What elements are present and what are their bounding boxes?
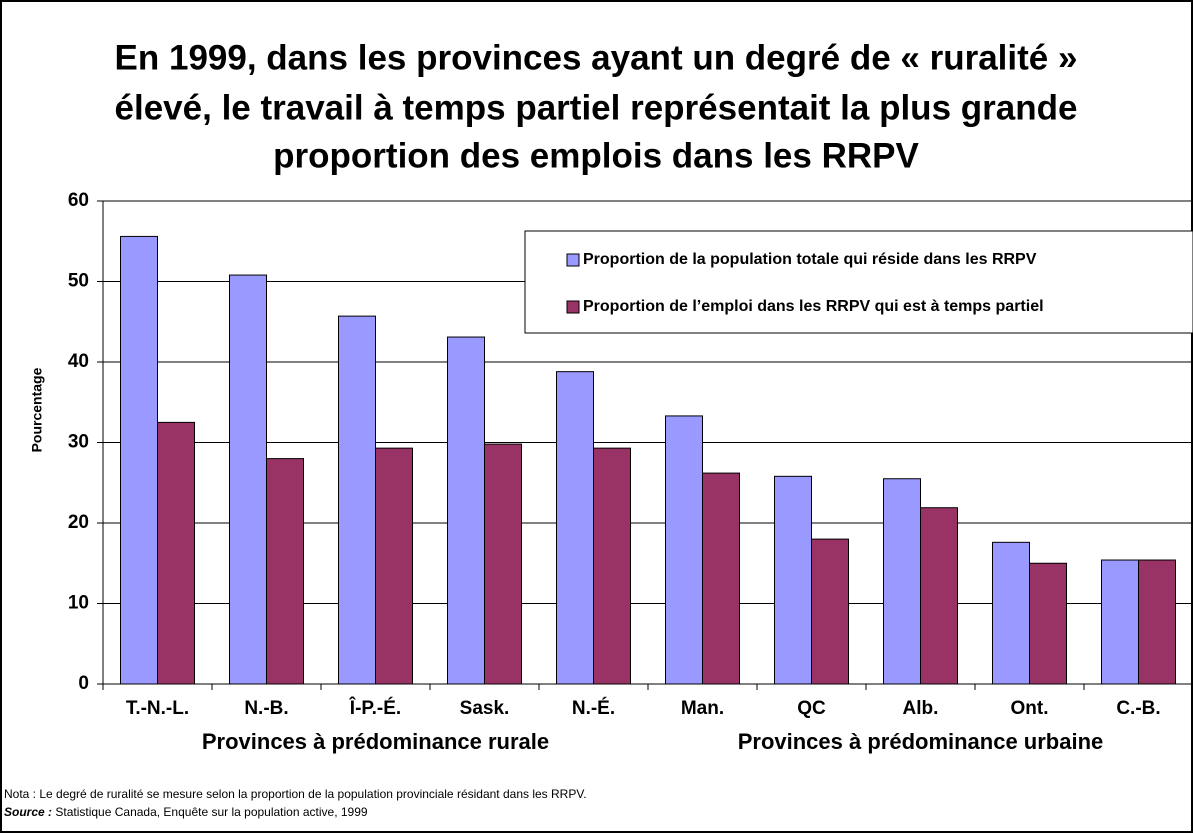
y-axis-label: Pourcentage [29, 367, 45, 452]
x-tick-label: Î-P.-É. [349, 697, 401, 719]
group-label: Provinces à prédominance rurale [202, 729, 549, 754]
group-label: Provinces à prédominance urbaine [738, 729, 1104, 754]
x-tick-label: N.-B. [244, 698, 288, 719]
bar [157, 421, 195, 685]
legend-swatch [566, 300, 580, 314]
source: Source : Statistique Canada, Enquête sur… [4, 805, 368, 819]
bar [811, 538, 849, 685]
x-tick-label: N.-É. [572, 697, 615, 719]
bar [447, 336, 485, 685]
bar [338, 315, 376, 685]
legend-label: Proportion de l’emploi dans les RRPV qui… [583, 298, 1044, 315]
x-tick-label: Sask. [460, 698, 510, 719]
legend-box [524, 230, 1193, 334]
y-tick-label: 30 [68, 432, 89, 453]
x-tick-label: Man. [681, 698, 724, 719]
note: Nota : Le degré de ruralité se mesure se… [4, 787, 587, 801]
x-tick-label: Alb. [903, 698, 939, 719]
y-tick-label: 20 [68, 512, 89, 533]
x-tick-label: QC [797, 698, 826, 719]
bar [1029, 562, 1067, 685]
x-tick-label: Ont. [1011, 698, 1049, 719]
x-tick-label: C.-B. [1116, 698, 1160, 719]
legend-swatch [566, 253, 580, 267]
legend-label: Proportion de la population totale qui r… [583, 251, 1037, 268]
bar [883, 478, 921, 685]
bar [556, 371, 594, 685]
y-tick-label: 0 [78, 673, 89, 694]
y-tick-label: 10 [68, 593, 89, 614]
bar [920, 507, 958, 685]
y-tick-label: 60 [68, 190, 89, 211]
bar [1101, 559, 1139, 685]
bar [1138, 559, 1176, 685]
bar [702, 472, 740, 685]
chart-title: proportion des emplois dans les RRPV [273, 136, 919, 175]
source-label: Source : [4, 805, 52, 819]
chart-title: En 1999, dans les provinces ayant un deg… [115, 38, 1078, 77]
bar [120, 235, 158, 685]
y-tick-label: 40 [68, 351, 89, 372]
source-text: Statistique Canada, Enquête sur la popul… [55, 805, 368, 819]
bar [375, 447, 413, 685]
chart-title: élevé, le travail à temps partiel représ… [115, 88, 1078, 127]
bar [593, 447, 631, 685]
bar [774, 475, 812, 685]
bar [229, 274, 267, 685]
bar [992, 541, 1030, 685]
bar [665, 415, 703, 685]
y-tick-label: 50 [68, 271, 89, 292]
bar [266, 458, 304, 685]
x-tick-label: T.-N.-L. [126, 698, 189, 719]
bar [484, 443, 522, 685]
